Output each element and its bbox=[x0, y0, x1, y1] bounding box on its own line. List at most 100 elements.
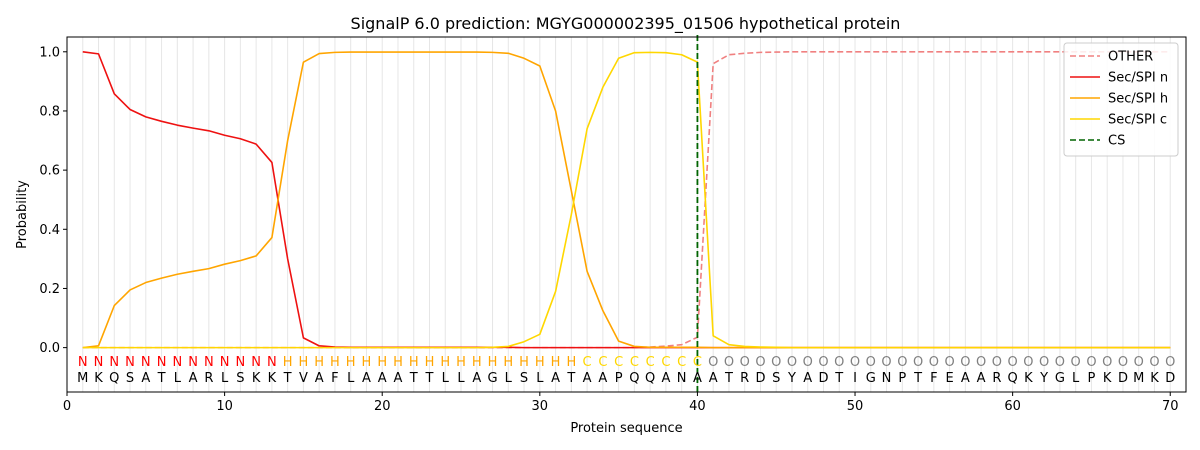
region-label: O bbox=[1149, 355, 1159, 370]
region-label: H bbox=[551, 355, 561, 370]
x-tick-label: 40 bbox=[689, 399, 706, 414]
region-label: C bbox=[677, 355, 686, 370]
chart-title: SignalP 6.0 prediction: MGYG000002395_01… bbox=[351, 14, 901, 34]
region-label: N bbox=[204, 355, 214, 370]
x-tick-label: 30 bbox=[532, 399, 549, 414]
residue-letter: L bbox=[347, 371, 355, 386]
region-label: O bbox=[803, 355, 813, 370]
residue-letter: T bbox=[157, 371, 166, 386]
region-label: H bbox=[393, 355, 403, 370]
residue-letter: E bbox=[945, 371, 953, 386]
region-label: O bbox=[755, 355, 765, 370]
region-label: O bbox=[1023, 355, 1033, 370]
region-label: H bbox=[299, 355, 309, 370]
region-label: H bbox=[456, 355, 466, 370]
residue-letter: A bbox=[598, 371, 607, 386]
region-label: C bbox=[614, 355, 623, 370]
residue-letter: A bbox=[189, 371, 198, 386]
residue-letter: A bbox=[362, 371, 371, 386]
series-sec-spi-n bbox=[82, 50, 1171, 349]
residue-letter: L bbox=[536, 371, 544, 386]
series-sec-spi-h bbox=[82, 51, 1171, 349]
region-label: O bbox=[897, 355, 907, 370]
region-label: O bbox=[787, 355, 797, 370]
residue-letter: F bbox=[930, 371, 937, 386]
residue-letter: K bbox=[94, 371, 103, 386]
residue-letter: A bbox=[709, 371, 718, 386]
residue-letter: A bbox=[693, 371, 702, 386]
x-tick-label: 70 bbox=[1162, 399, 1179, 414]
residue-letter: N bbox=[677, 371, 687, 386]
region-label: H bbox=[283, 355, 293, 370]
residue-letter: A bbox=[472, 371, 481, 386]
residue-letter: Q bbox=[109, 371, 119, 386]
residue-letter: S bbox=[772, 371, 780, 386]
residue-letter: L bbox=[457, 371, 465, 386]
residue-letter: P bbox=[898, 371, 906, 386]
region-label: H bbox=[362, 355, 372, 370]
region-label: O bbox=[724, 355, 734, 370]
region-label: N bbox=[267, 355, 277, 370]
region-label: O bbox=[1118, 355, 1128, 370]
region-label: H bbox=[409, 355, 419, 370]
region-label: N bbox=[220, 355, 230, 370]
region-label: N bbox=[78, 355, 88, 370]
residue-letter: T bbox=[409, 371, 418, 386]
residue-letter: R bbox=[992, 371, 1001, 386]
region-label: H bbox=[440, 355, 450, 370]
residue-letter: A bbox=[141, 371, 150, 386]
y-tick-label: 1.0 bbox=[39, 45, 60, 60]
region-label: O bbox=[944, 355, 954, 370]
region-label: O bbox=[1102, 355, 1112, 370]
y-tick-label: 0.6 bbox=[39, 164, 60, 179]
legend-entry: OTHER bbox=[1108, 50, 1153, 65]
region-label: O bbox=[850, 355, 860, 370]
residue-letter: Q bbox=[645, 371, 655, 386]
residue-letter: A bbox=[583, 371, 592, 386]
region-label: N bbox=[172, 355, 182, 370]
residue-letter: A bbox=[977, 371, 986, 386]
region-label: H bbox=[566, 355, 576, 370]
legend-entry: CS bbox=[1108, 134, 1125, 149]
residue-letter: A bbox=[315, 371, 324, 386]
x-axis: 0 10 20 30 40 50 60 70 bbox=[63, 392, 1179, 414]
residue-letter: A bbox=[394, 371, 403, 386]
grid-lines bbox=[82, 37, 1171, 392]
residue-letter: L bbox=[221, 371, 229, 386]
region-label: H bbox=[346, 355, 356, 370]
residue-letter: A bbox=[803, 371, 812, 386]
residue-letter: D bbox=[818, 371, 828, 386]
region-label: O bbox=[708, 355, 718, 370]
region-label: O bbox=[1039, 355, 1049, 370]
x-tick-label: 10 bbox=[216, 399, 233, 414]
y-tick-label: 0.4 bbox=[39, 223, 60, 238]
legend-entry: Sec/SPI h bbox=[1108, 92, 1168, 107]
y-axis: 0.0 0.2 0.4 0.6 0.8 1.0 bbox=[39, 45, 67, 356]
residue-letter: T bbox=[283, 371, 292, 386]
region-label: N bbox=[94, 355, 104, 370]
residue-letter: Y bbox=[1039, 371, 1048, 386]
series-layer bbox=[82, 35, 1171, 392]
residue-letter: Q bbox=[1008, 371, 1018, 386]
region-label: O bbox=[960, 355, 970, 370]
residue-letter: I bbox=[853, 371, 857, 386]
region-label: H bbox=[425, 355, 435, 370]
region-label: O bbox=[976, 355, 986, 370]
region-label: H bbox=[519, 355, 529, 370]
region-label: N bbox=[157, 355, 167, 370]
region-label: H bbox=[535, 355, 545, 370]
residue-letter: T bbox=[724, 371, 733, 386]
region-label: H bbox=[377, 355, 387, 370]
region-label: H bbox=[472, 355, 482, 370]
region-label: C bbox=[693, 355, 702, 370]
plot-frame bbox=[66, 36, 1187, 393]
residue-letter: S bbox=[520, 371, 528, 386]
residue-letter: R bbox=[740, 371, 749, 386]
residue-letter: A bbox=[961, 371, 970, 386]
region-label: N bbox=[141, 355, 151, 370]
y-tick-label: 0.2 bbox=[39, 282, 60, 297]
x-tick-label: 50 bbox=[847, 399, 864, 414]
region-label: O bbox=[866, 355, 876, 370]
